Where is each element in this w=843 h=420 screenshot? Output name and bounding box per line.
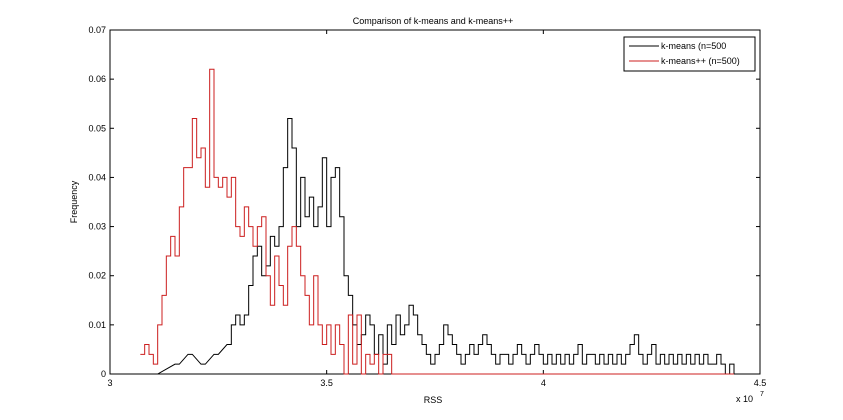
series-line-k-means	[153, 117, 739, 375]
x-tick-label: 4.5	[754, 378, 767, 388]
x-tick-label: 4	[541, 378, 546, 388]
legend-label-k-means-plus-plus: k-means++ (n=500)	[661, 56, 740, 66]
x-tick-label: 3.5	[320, 378, 333, 388]
y-tick-label: 0	[101, 369, 106, 379]
x-tick-label: 3	[107, 378, 112, 388]
y-tick-label: 0.04	[88, 172, 106, 182]
y-tick-label: 0.02	[88, 271, 106, 281]
x-axis-label: RSS	[424, 395, 443, 405]
y-axis-ticks: 0 0.01 0.02 0.03 0.04 0.05 0.06 0.07	[88, 25, 760, 379]
y-tick-label: 0.03	[88, 222, 106, 232]
series-layer	[140, 68, 739, 375]
plot-area	[109, 29, 761, 375]
y-tick-label: 0.07	[88, 25, 106, 35]
y-tick-label: 0.05	[88, 123, 106, 133]
legend-box	[623, 36, 756, 72]
x-axis-ticks: 3 3.5 4 4.5	[107, 30, 766, 388]
chart-title: Comparison of k-means and k-means++	[353, 16, 514, 26]
y-axis-label: Frequency	[69, 180, 79, 223]
legend-label-k-means: k-means (n=500	[661, 41, 726, 51]
x-axis-multiplier: x 10	[736, 394, 753, 404]
y-tick-label: 0.01	[88, 320, 106, 330]
series-line-k-means-plus-plus	[140, 68, 734, 375]
y-tick-label: 0.06	[88, 74, 106, 84]
x-axis-multiplier-exponent: 7	[760, 391, 764, 398]
legend: k-means (n=500 k-means++ (n=500)	[623, 36, 756, 72]
